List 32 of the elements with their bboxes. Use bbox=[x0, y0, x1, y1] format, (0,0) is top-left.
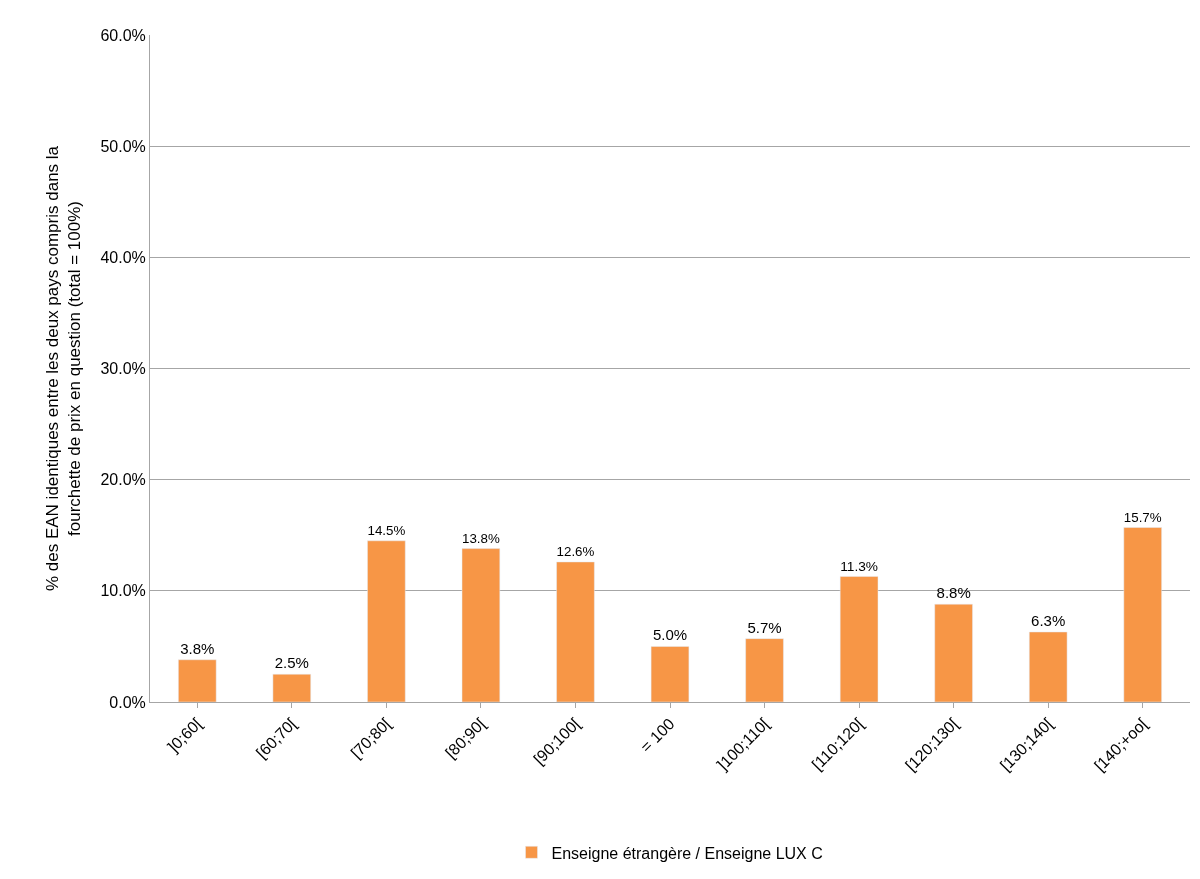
data-label: 5.7% bbox=[747, 618, 782, 636]
bar bbox=[1029, 631, 1068, 702]
y-tick-label: 10.0% bbox=[100, 582, 146, 600]
bar bbox=[367, 540, 406, 702]
data-label: 13.8% bbox=[462, 530, 500, 546]
y-axis-title: % des EAN identiques entre les deux pays compris dans la fourchette de prix en question (total = 100%) bbox=[42, 145, 84, 592]
bar bbox=[461, 548, 501, 702]
y-tick-label: 0.0% bbox=[109, 693, 146, 711]
data-label: 11.3% bbox=[840, 558, 878, 574]
y-tick-label: 30.0% bbox=[100, 360, 146, 378]
bar bbox=[650, 646, 690, 702]
data-label: 2.5% bbox=[274, 654, 309, 672]
y-tick-label: 20.0% bbox=[100, 471, 146, 489]
bar bbox=[272, 673, 311, 702]
legend-label: Enseigne étrangère / Enseigne LUX C bbox=[551, 844, 823, 862]
data-label: 8.8% bbox=[936, 584, 971, 602]
data-label: 15.7% bbox=[1123, 509, 1162, 525]
y-tick-label: 50.0% bbox=[100, 137, 146, 155]
x-tick-label: = 100 bbox=[637, 714, 678, 756]
bar bbox=[934, 603, 973, 702]
bar bbox=[556, 561, 595, 702]
data-label: 5.0% bbox=[652, 626, 688, 644]
bar bbox=[745, 638, 784, 702]
bar bbox=[839, 576, 879, 702]
bar bbox=[1123, 527, 1162, 702]
data-label: 14.5% bbox=[367, 523, 406, 539]
data-label: 6.3% bbox=[1031, 611, 1066, 629]
y-tick-label: 40.0% bbox=[100, 248, 146, 266]
data-label: 12.6% bbox=[556, 544, 595, 560]
bar bbox=[178, 659, 217, 702]
y-tick-label: 60.0% bbox=[100, 26, 146, 44]
data-label: 3.8% bbox=[180, 639, 215, 657]
